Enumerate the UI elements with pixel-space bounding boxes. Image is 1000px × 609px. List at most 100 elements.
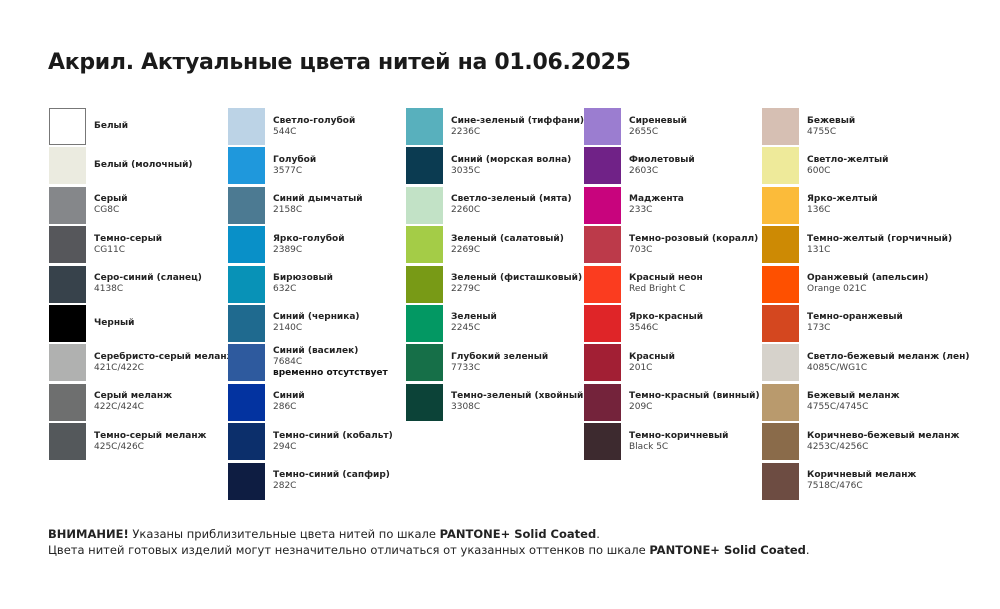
- pantone-code: 2260C: [451, 205, 481, 216]
- color-label: Темно-зеленый (хвойный) 3308C: [451, 384, 587, 421]
- pantone-code: 703C: [629, 244, 653, 255]
- color-name: Сиреневый: [629, 115, 687, 126]
- color-label: Бежевый 4755C: [807, 108, 855, 145]
- pantone-code: 632C: [273, 284, 297, 295]
- color-swatch: [228, 226, 265, 264]
- color-name: Черный: [94, 317, 135, 328]
- color-swatch: [406, 186, 443, 224]
- color-swatch: [406, 147, 443, 185]
- color-label: Темно-оранжевый 173C: [807, 305, 903, 342]
- color-swatch: [49, 226, 86, 264]
- color-swatch: [228, 147, 265, 185]
- color-label: Ярко-желтый 136C: [807, 187, 878, 224]
- color-swatch: [228, 383, 265, 421]
- pantone-code: 2158C: [273, 205, 303, 216]
- color-name: Темно-желтый (горчичный): [807, 233, 953, 244]
- pantone-code: 201C: [629, 362, 653, 373]
- color-swatch: [584, 186, 621, 224]
- color-name: Синий дымчатый: [273, 194, 363, 205]
- pantone-code: Orange 021C: [807, 284, 867, 295]
- color-swatch: [762, 147, 799, 185]
- color-label: Ярко-красный 3546C: [629, 305, 703, 342]
- color-swatch: [228, 304, 265, 342]
- color-swatch: [406, 304, 443, 342]
- pantone-name: PANTONE+ Solid Coated: [649, 543, 806, 557]
- pantone-code: 422C/424C: [94, 402, 144, 413]
- pantone-code: 136C: [807, 205, 831, 216]
- warning-label: ВНИМАНИЕ!: [48, 527, 129, 541]
- color-name: Темно-зеленый (хвойный): [451, 391, 588, 402]
- color-name: Серо-синий (сланец): [94, 273, 202, 284]
- color-swatch: [406, 226, 443, 264]
- color-label: Темно-синий (сапфир) 282C: [273, 463, 390, 500]
- pantone-code: 2140C: [273, 323, 303, 334]
- color-label: Черный: [94, 305, 134, 342]
- color-name: Светло-бежевый меланж (лен): [807, 351, 970, 362]
- color-swatch: [584, 304, 621, 342]
- pantone-code: 2279C: [451, 284, 481, 295]
- color-name: Белый: [94, 121, 129, 131]
- pantone-code: 4138C: [94, 284, 124, 295]
- pantone-code: 3308C: [451, 402, 481, 413]
- color-swatch: [49, 186, 86, 224]
- pantone-code: Red Bright C: [629, 284, 686, 295]
- pantone-code: 2655C: [629, 126, 659, 137]
- pantone-code: 7518C/476C: [807, 481, 863, 492]
- color-name: Коричневый меланж: [807, 470, 917, 481]
- pantone-code: 173C: [807, 323, 831, 334]
- color-label: Зеленый (салатовый) 2269C: [451, 226, 564, 263]
- pantone-code: 2245C: [451, 323, 481, 334]
- color-swatch: [406, 265, 443, 303]
- color-label: Сине-зеленый (тиффани) 2236C: [451, 108, 584, 145]
- color-name: Зеленый: [451, 312, 497, 323]
- color-label: Серо-синий (сланец) 4138C: [94, 266, 202, 303]
- note-text: Цвета нитей готовых изделий могут незнач…: [48, 543, 650, 557]
- color-swatch: [49, 147, 86, 185]
- color-swatch: [49, 423, 86, 461]
- color-swatch: [49, 344, 86, 382]
- pantone-name: PANTONE+ Solid Coated: [439, 527, 597, 541]
- color-name: Маджента: [629, 194, 684, 205]
- color-label: Темно-желтый (горчичный) 131C: [807, 226, 952, 263]
- color-swatch: [49, 383, 86, 421]
- color-name: Сине-зеленый (тиффани): [451, 115, 585, 126]
- color-swatch: [584, 226, 621, 264]
- color-name: Темно-коричневый: [629, 430, 729, 441]
- color-label: Темно-синий (кобальт) 294C: [273, 423, 393, 460]
- color-label: Бирюзовый 632C: [273, 266, 333, 303]
- color-label: Светло-зеленый (мята) 2260C: [451, 187, 572, 224]
- pantone-code: CG11C: [94, 244, 125, 255]
- punct: .: [596, 527, 600, 541]
- pantone-code: 3577C: [273, 165, 303, 176]
- pantone-code: 209C: [629, 402, 653, 413]
- pantone-code: 4253C/4256C: [807, 441, 869, 452]
- color-swatch: [584, 265, 621, 303]
- pantone-code: 4085C/WG1C: [807, 362, 868, 373]
- pantone-code: Black 5C: [629, 441, 669, 452]
- color-label: Синий (василек) 7684C временно отсутствует: [273, 344, 388, 381]
- color-label: Светло-бежевый меланж (лен) 4085C/WG1C: [807, 344, 969, 381]
- color-label: Темно-красный (винный) 209C: [629, 384, 760, 421]
- pantone-code: 3035C: [451, 165, 481, 176]
- color-name: Ярко-голубой: [273, 233, 345, 244]
- color-name: Светло-голубой: [273, 115, 356, 126]
- pantone-code: 282C: [273, 481, 297, 492]
- color-swatch: [49, 108, 86, 145]
- color-name: Оранжевый (апельсин): [807, 273, 929, 284]
- color-swatch: [49, 265, 86, 303]
- pantone-code: 2603C: [629, 165, 659, 176]
- color-name: Синий (василек): [273, 346, 359, 357]
- color-label: Ярко-голубой 2389C: [273, 226, 345, 263]
- pantone-code: 7733C: [451, 362, 481, 373]
- color-swatch: [228, 344, 265, 382]
- color-label: Темно-розовый (коралл) 703C: [629, 226, 758, 263]
- color-name: Темно-красный (винный): [629, 391, 760, 402]
- color-swatch: [228, 108, 265, 145]
- color-label: Зеленый (фисташковый) 2279C: [451, 266, 582, 303]
- color-label: Серебристо-серый меланж 421C/422C: [94, 344, 236, 381]
- color-name: Коричнево-бежевый меланж: [807, 430, 960, 441]
- color-label: Красный неон Red Bright C: [629, 266, 703, 303]
- color-label: Синий дымчатый 2158C: [273, 187, 363, 224]
- availability-note: временно отсутствует: [273, 368, 388, 379]
- footer-warning: ВНИМАНИЕ! Указаны приблизительные цвета …: [48, 527, 600, 541]
